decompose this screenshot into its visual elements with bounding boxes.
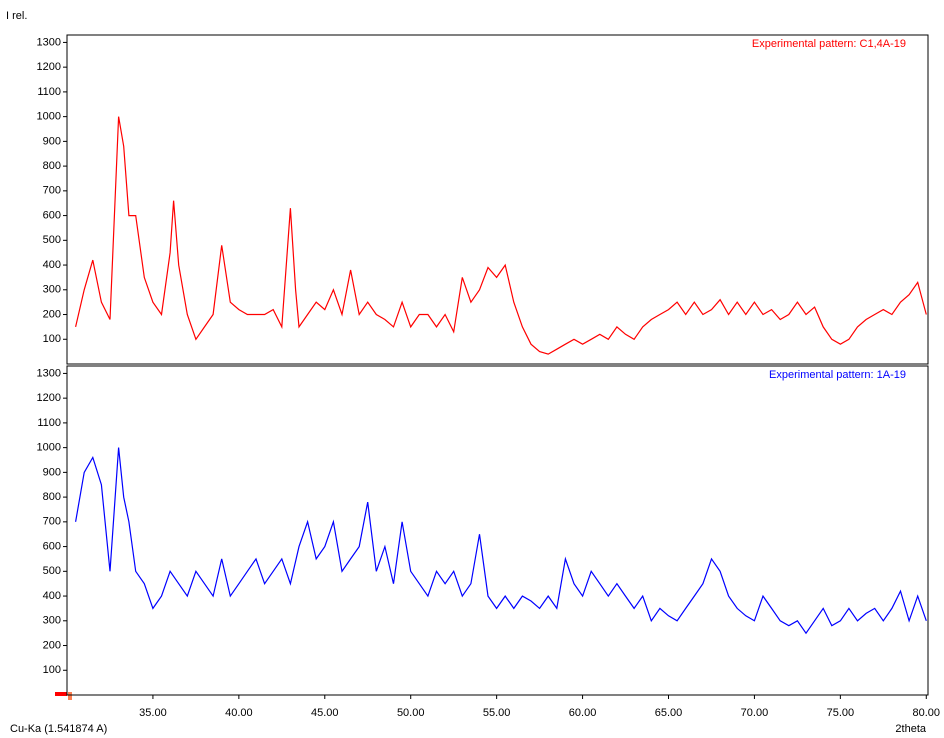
y-tick-label: 300: [43, 615, 61, 627]
y-tick-label: 1000: [37, 111, 61, 123]
y-tick-label: 1200: [37, 61, 61, 73]
y-tick-label: 600: [43, 209, 61, 221]
plot-frame: [66, 34, 929, 365]
marker: [68, 692, 72, 700]
x-tick-label: 65.00: [655, 707, 683, 719]
legend-entry: Experimental pattern: 1A-19: [769, 369, 906, 381]
y-tick-label: 200: [43, 308, 61, 320]
legend-entry: Experimental pattern: C1,4A-19: [752, 38, 906, 50]
x-tick-label: 45.00: [311, 707, 339, 719]
y-tick-label: 1000: [37, 442, 61, 454]
x-tick-label: 75.00: [827, 707, 855, 719]
y-tick-label: 100: [43, 664, 61, 676]
y-tick-label: 1300: [37, 367, 61, 379]
y-tick-label: 900: [43, 135, 61, 147]
y-tick-label: 900: [43, 466, 61, 478]
y-tick-label: 200: [43, 639, 61, 651]
y-tick-label: 500: [43, 234, 61, 246]
y-tick-label: 800: [43, 491, 61, 503]
y-tick-label: 700: [43, 185, 61, 197]
y-tick-label: 600: [43, 540, 61, 552]
x-tick-label: 80.00: [913, 707, 941, 719]
y-tick-label: 100: [43, 333, 61, 345]
marker: [55, 692, 67, 696]
y-tick-label: 1100: [37, 417, 61, 429]
x-tick-label: 50.00: [397, 707, 425, 719]
x-tick-label: 70.00: [741, 707, 769, 719]
y-tick-label: 400: [43, 590, 61, 602]
pattern-line: [75, 116, 927, 355]
y-axis-label: I rel.: [6, 10, 27, 22]
plot-frame: [66, 365, 929, 696]
x-tick-label: 55.00: [483, 707, 511, 719]
y-tick-label: 300: [43, 284, 61, 296]
y-tick-label: 1300: [37, 36, 61, 48]
pattern-line: [75, 447, 927, 635]
y-tick-label: 700: [43, 516, 61, 528]
annotation: Cu-Ka (1.541874 A): [10, 723, 107, 735]
y-tick-label: 400: [43, 259, 61, 271]
y-tick-label: 500: [43, 565, 61, 577]
x-tick-label: 60.00: [569, 707, 597, 719]
x-tick-label: 35.00: [139, 707, 167, 719]
y-tick-label: 1100: [37, 86, 61, 98]
y-tick-label: 1200: [37, 392, 61, 404]
x-axis-label: 2theta: [895, 723, 926, 735]
x-tick-label: 40.00: [225, 707, 253, 719]
y-tick-label: 800: [43, 160, 61, 172]
